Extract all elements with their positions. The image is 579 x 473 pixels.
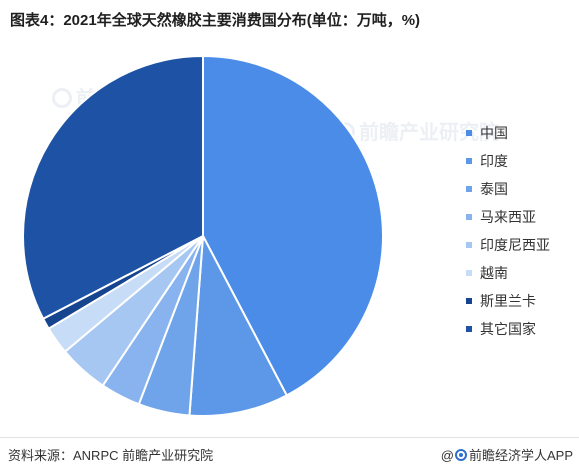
qianzhan-logo-icon	[454, 449, 467, 461]
legend-item-thailand: 泰国	[466, 175, 576, 203]
legend-item-others: 其它国家	[466, 315, 576, 343]
legend-marker	[466, 242, 472, 248]
legend-label: 马来西亚	[480, 209, 536, 225]
legend-marker	[466, 214, 472, 220]
chart-title: 图表4：2021年全球天然橡胶主要消费国分布(单位：万吨，%)	[10, 12, 421, 29]
brand-name: 前瞻经济学人APP	[468, 448, 573, 463]
pie-slice-others	[22, 55, 204, 320]
legend-item-sri-lanka: 斯里兰卡	[466, 287, 576, 315]
legend-label: 印度尼西亚	[480, 237, 550, 253]
legend-item-malaysia: 马来西亚	[466, 203, 576, 231]
brand-prefix: @	[440, 448, 454, 463]
pie-slice-china	[202, 55, 384, 397]
legend-label: 中国	[480, 125, 508, 141]
pie-slice-india	[188, 235, 288, 417]
legend-marker	[466, 186, 472, 192]
legend: 中国 印度 泰国 马来西亚 印度尼西亚 越南 斯里兰卡 其它国家	[466, 119, 576, 343]
legend-marker	[466, 298, 472, 304]
source-note: 资料来源：ANRPC 前瞻产业研究院	[8, 448, 214, 463]
footer-divider	[0, 437, 579, 438]
legend-item-india: 印度	[466, 147, 576, 175]
brand-credit: @ 前瞻经济学人APP	[441, 445, 573, 464]
legend-label: 其它国家	[480, 321, 536, 337]
legend-label: 印度	[480, 153, 508, 169]
legend-marker	[466, 130, 472, 136]
legend-marker	[466, 326, 472, 332]
legend-item-indonesia: 印度尼西亚	[466, 231, 576, 259]
legend-item-china: 中国	[466, 119, 576, 147]
legend-marker	[466, 158, 472, 164]
legend-label: 斯里兰卡	[480, 293, 536, 309]
legend-marker	[466, 270, 472, 276]
legend-label: 越南	[480, 265, 508, 281]
legend-item-vietnam: 越南	[466, 259, 576, 287]
legend-label: 泰国	[480, 181, 508, 197]
